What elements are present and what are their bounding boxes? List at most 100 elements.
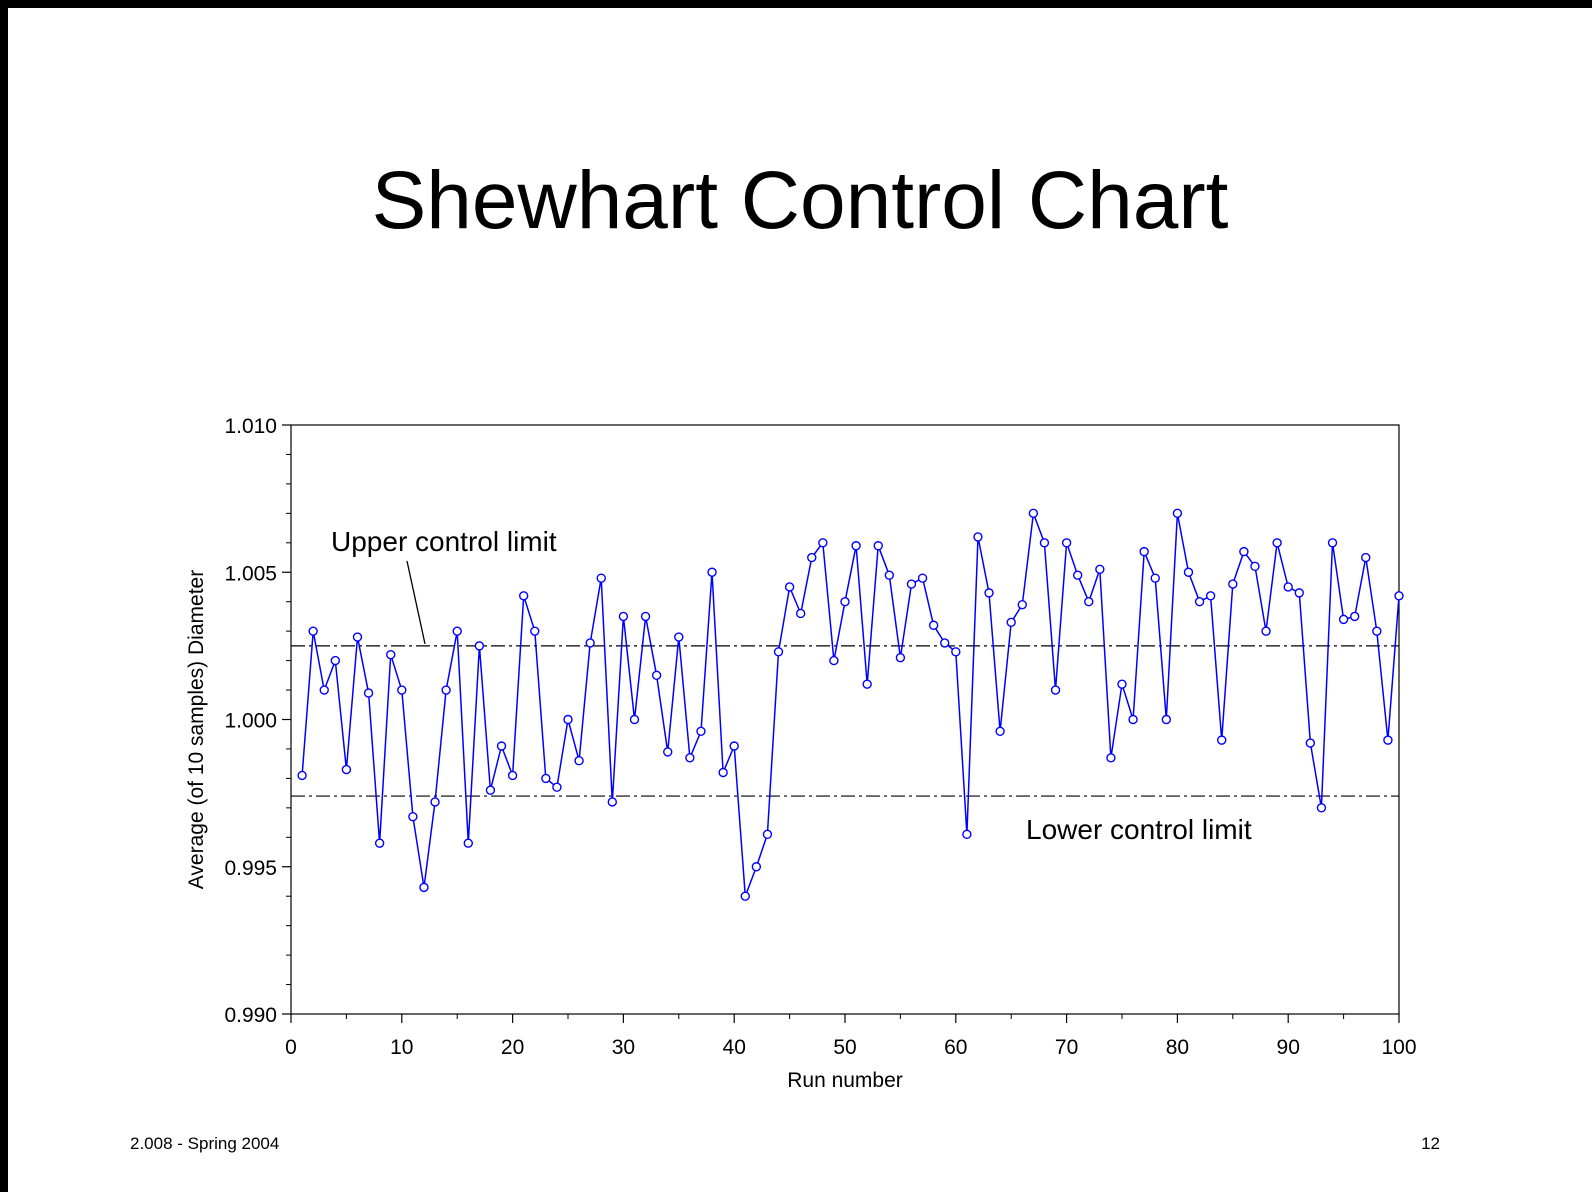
data-point <box>485 785 496 795</box>
data-point <box>762 829 773 840</box>
data-point <box>1372 626 1382 636</box>
data-point <box>1217 735 1227 745</box>
data-point <box>629 714 640 725</box>
data-point <box>1261 626 1271 636</box>
data-point <box>308 626 318 636</box>
data-point <box>751 862 762 872</box>
data-point <box>386 650 396 660</box>
data-point <box>1106 753 1116 763</box>
data-point <box>297 770 307 781</box>
data-point <box>873 541 883 551</box>
data-point <box>940 638 950 648</box>
data-point <box>430 797 440 807</box>
y-tick-label: 0.995 <box>224 857 277 880</box>
x-tick-label: 20 <box>501 1036 524 1059</box>
y-tick-label: 1.000 <box>224 710 277 733</box>
data-point <box>419 882 429 893</box>
data-point <box>1183 567 1194 577</box>
data-point <box>1305 738 1316 748</box>
data-point <box>729 741 739 751</box>
data-point <box>341 764 352 775</box>
data-point <box>973 532 983 542</box>
data-point <box>1117 679 1127 689</box>
control-chart: 0.990 0.995 1.000 1.005 1.010 0 10 20 30 40 50 60 70… <box>185 415 1417 1092</box>
data-point <box>1161 714 1172 725</box>
data-point <box>640 611 651 622</box>
data-point <box>1028 508 1039 519</box>
data-point <box>397 685 407 695</box>
lower-control-limit-label: Lower control limit <box>1026 814 1252 845</box>
data-point <box>1294 588 1304 598</box>
data-point <box>474 641 485 651</box>
data-point <box>1239 546 1249 557</box>
data-point <box>674 632 684 642</box>
data-point <box>1006 617 1016 628</box>
x-tick-label: 90 <box>1277 1036 1300 1059</box>
data-point <box>1228 579 1238 589</box>
upper-control-limit-pointer <box>406 560 426 645</box>
x-tick-label: 80 <box>1166 1036 1189 1059</box>
data-point <box>1039 538 1050 548</box>
data-point <box>962 829 972 840</box>
data-point <box>352 632 363 642</box>
data-point <box>530 626 540 636</box>
data-point <box>1150 573 1160 583</box>
data-point <box>1316 803 1327 813</box>
data-point <box>917 573 928 583</box>
data-point <box>1272 538 1282 548</box>
data-point <box>363 688 374 698</box>
plot-frame <box>290 424 1400 1015</box>
data-point <box>884 570 895 580</box>
data-point <box>1250 561 1260 572</box>
data-point <box>618 611 629 622</box>
data-point <box>784 582 795 592</box>
data-point <box>1095 564 1105 575</box>
data-point <box>1338 614 1349 625</box>
data-point <box>507 770 518 781</box>
data-point <box>1361 552 1371 563</box>
data-point <box>518 591 529 601</box>
y-tick-label: 0.990 <box>224 1004 277 1027</box>
data-point <box>319 685 329 695</box>
data-point <box>374 838 385 848</box>
data-point <box>1061 538 1072 548</box>
data-point <box>1327 538 1338 548</box>
slide: Shewhart Control Chart 0.990 0.995 1.000 1.… <box>8 8 1592 1192</box>
x-tick-label: 10 <box>390 1036 413 1059</box>
data-point <box>574 756 584 766</box>
page-number: 12 <box>1421 1134 1440 1153</box>
data-point <box>1139 546 1149 557</box>
x-tick-label: 40 <box>723 1036 746 1059</box>
data-point <box>1050 685 1061 695</box>
data-point <box>1194 597 1205 607</box>
data-point <box>496 741 507 751</box>
data-point <box>1084 597 1094 607</box>
data-point <box>663 747 673 757</box>
data-point <box>1349 611 1360 622</box>
data-point <box>1017 599 1027 610</box>
data-point <box>452 626 462 636</box>
data-point <box>995 726 1005 736</box>
data-point <box>807 552 817 563</box>
data-point <box>829 655 839 666</box>
data-point <box>607 797 618 807</box>
data-point <box>1383 735 1393 745</box>
data-point <box>1205 591 1216 601</box>
data-point <box>441 685 451 695</box>
data-point <box>585 638 595 648</box>
data-point <box>707 567 717 577</box>
data-point <box>1172 508 1183 519</box>
data-point <box>840 597 850 607</box>
data-point <box>463 838 473 848</box>
data-point <box>552 782 562 792</box>
x-tick-label: 50 <box>833 1036 856 1059</box>
y-tick-label: 1.010 <box>224 415 277 438</box>
x-axis-label: Run number <box>787 1069 903 1092</box>
y-axis-label: Average (of 10 samples) Diameter <box>185 570 208 889</box>
data-point <box>651 670 662 681</box>
slide-title: Shewhart Control Chart <box>371 155 1229 246</box>
upper-control-limit-label: Upper control limit <box>331 526 557 557</box>
data-point <box>906 579 917 589</box>
x-tick-label: 100 <box>1381 1036 1416 1059</box>
x-tick-label: 60 <box>944 1036 967 1059</box>
